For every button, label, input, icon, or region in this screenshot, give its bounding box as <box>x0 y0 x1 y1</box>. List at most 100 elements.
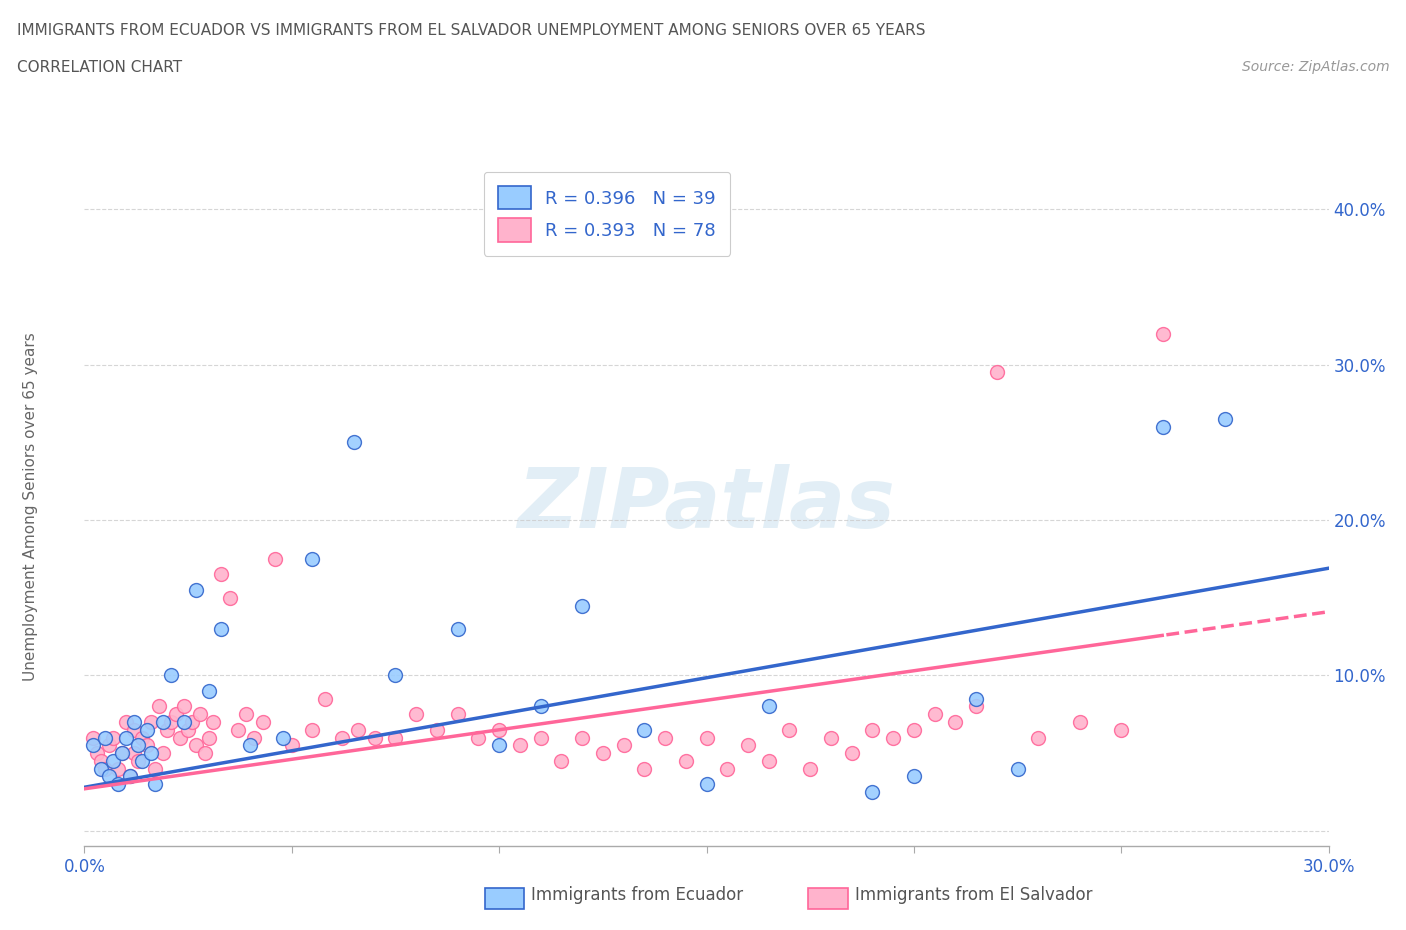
Point <box>181 714 204 729</box>
Point <box>218 591 240 605</box>
Point <box>550 753 572 768</box>
Point <box>197 684 219 698</box>
Point <box>173 714 195 729</box>
Point <box>405 707 427 722</box>
Point <box>148 699 170 714</box>
Point <box>201 714 224 729</box>
Point <box>131 730 153 745</box>
Point <box>273 730 295 745</box>
Point <box>82 730 104 745</box>
Point <box>965 691 987 706</box>
Point <box>107 761 129 776</box>
Point <box>152 714 174 729</box>
Point <box>571 730 593 745</box>
Point <box>264 551 287 566</box>
Legend: R = 0.396   N = 39, R = 0.393   N = 78: R = 0.396 N = 39, R = 0.393 N = 78 <box>484 172 730 256</box>
Point <box>758 753 780 768</box>
Point <box>384 668 406 683</box>
Text: Source: ZipAtlas.com: Source: ZipAtlas.com <box>1241 60 1389 74</box>
Point <box>281 737 304 752</box>
Point <box>186 582 208 597</box>
Text: IMMIGRANTS FROM ECUADOR VS IMMIGRANTS FROM EL SALVADOR UNEMPLOYMENT AMONG SENIOR: IMMIGRANTS FROM ECUADOR VS IMMIGRANTS FR… <box>17 23 925 38</box>
Point <box>122 723 145 737</box>
Point <box>190 707 212 722</box>
Point <box>82 737 104 752</box>
Point <box>1213 412 1236 427</box>
Point <box>841 746 863 761</box>
Point <box>115 714 138 729</box>
Point <box>127 737 149 752</box>
Point <box>779 723 801 737</box>
Point <box>1152 419 1174 434</box>
Point <box>571 598 593 613</box>
Point <box>235 707 257 722</box>
Point <box>209 567 232 582</box>
Point <box>122 714 145 729</box>
Text: Unemployment Among Seniors over 65 years: Unemployment Among Seniors over 65 years <box>24 333 38 681</box>
Point <box>862 723 884 737</box>
Point <box>384 730 406 745</box>
Text: Immigrants from Ecuador: Immigrants from Ecuador <box>531 885 744 904</box>
Point <box>882 730 904 745</box>
Point <box>111 746 134 761</box>
Point <box>301 551 323 566</box>
Point <box>347 723 370 737</box>
Point <box>177 723 200 737</box>
Point <box>94 730 117 745</box>
Point <box>90 753 112 768</box>
Point <box>98 737 121 752</box>
Point <box>965 699 987 714</box>
Point <box>226 723 249 737</box>
Point <box>509 737 531 752</box>
Point <box>654 730 676 745</box>
Point <box>169 730 191 745</box>
Point <box>143 777 166 791</box>
Text: Immigrants from El Salvador: Immigrants from El Salvador <box>855 885 1092 904</box>
Point <box>103 730 125 745</box>
Point <box>426 723 449 737</box>
Point <box>447 621 470 636</box>
Point <box>447 707 470 722</box>
Point <box>127 753 149 768</box>
Point <box>252 714 274 729</box>
Point <box>675 753 697 768</box>
Point <box>111 746 134 761</box>
Point <box>1152 326 1174 341</box>
Point <box>862 785 884 800</box>
Point <box>758 699 780 714</box>
Point <box>924 707 946 722</box>
Point <box>86 746 108 761</box>
Point <box>1028 730 1050 745</box>
Point <box>197 730 219 745</box>
Point <box>488 737 510 752</box>
Point <box>98 769 121 784</box>
Point <box>194 746 217 761</box>
Point <box>696 730 718 745</box>
Point <box>467 730 489 745</box>
Point <box>945 714 967 729</box>
Point <box>530 699 553 714</box>
Point <box>592 746 614 761</box>
Text: CORRELATION CHART: CORRELATION CHART <box>17 60 181 75</box>
Point <box>530 730 553 745</box>
Point <box>131 753 153 768</box>
Point <box>633 761 655 776</box>
Point <box>737 737 759 752</box>
Point <box>160 668 183 683</box>
Point <box>186 737 208 752</box>
Text: ZIPatlas: ZIPatlas <box>517 464 896 545</box>
Point <box>243 730 266 745</box>
Point <box>135 737 157 752</box>
Point <box>122 746 145 761</box>
Point <box>820 730 842 745</box>
Point <box>1111 723 1133 737</box>
Point <box>696 777 718 791</box>
Point <box>239 737 262 752</box>
Point <box>160 714 183 729</box>
Point <box>107 777 129 791</box>
Point <box>118 769 141 784</box>
Point <box>799 761 821 776</box>
Point <box>613 737 636 752</box>
Point <box>139 714 162 729</box>
Point <box>173 699 195 714</box>
